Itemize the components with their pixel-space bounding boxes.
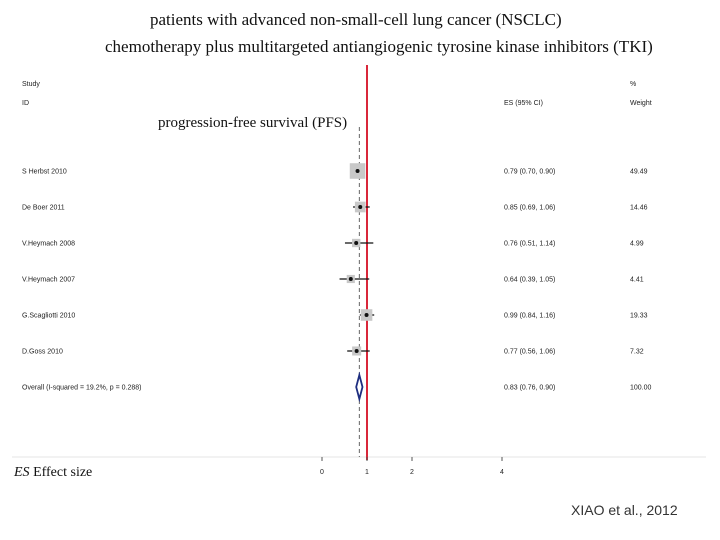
study-es-ci: 0.77 (0.56, 1.06) <box>504 349 555 356</box>
title-line-1: patients with advanced non-small-cell lu… <box>150 10 562 29</box>
forest-plot: Study ID ES (95% CI)% Weight S Herbst 2010 0.… <box>12 65 706 480</box>
study-label: De Boer 2011 <box>22 205 65 212</box>
study-label: V.Heymach 2008 <box>22 241 75 248</box>
point-estimate <box>358 205 363 209</box>
overall-weight: 100.00 <box>630 385 652 392</box>
es-abbrev: ES <box>13 465 30 480</box>
x-tick-label: 1 <box>365 469 369 476</box>
study-label: G.Scagliotti 2010 <box>22 313 75 320</box>
study-weight: 14.46 <box>630 205 648 212</box>
study-es-ci: 0.64 (0.39, 1.05) <box>504 277 555 284</box>
study-weight: 7.32 <box>630 349 644 356</box>
point-estimate <box>355 169 360 173</box>
study-label: V.Heymach 2007 <box>22 277 75 284</box>
citation: XIAO et al., 2012 <box>571 502 678 518</box>
header-es-ci: ES (95% CI) <box>504 100 543 107</box>
title-line-2: chemotherapy plus multitargeted antiangi… <box>105 37 653 56</box>
study-weight: 4.41 <box>630 277 644 284</box>
study-es-ci: 0.99 (0.84, 1.16) <box>504 313 555 320</box>
study-weight: 19.33 <box>630 313 648 320</box>
point-estimate <box>364 313 369 317</box>
header-pct: % <box>630 81 636 88</box>
study-es-ci: 0.76 (0.51, 1.14) <box>504 241 555 248</box>
study-es-ci: 0.85 (0.69, 1.06) <box>504 205 555 212</box>
point-estimate <box>354 349 359 353</box>
point-estimate <box>348 277 353 281</box>
x-tick-label: 0 <box>320 469 324 476</box>
overlay-title: progression-free survival (PFS) <box>158 115 348 131</box>
study-label: D.Goss 2010 <box>22 349 63 356</box>
es-legend: ES Effect size <box>13 465 92 480</box>
x-tick-label: 2 <box>410 469 414 476</box>
study-label: S Herbst 2010 <box>22 169 67 176</box>
forest-plot-figure: Study ID ES (95% CI)% Weight S Herbst 2010 0.… <box>12 65 706 480</box>
x-tick-label: 4 <box>500 469 504 476</box>
overall-diamond <box>355 371 364 403</box>
study-es-ci: 0.79 (0.70, 0.90) <box>504 169 555 176</box>
header-id: ID <box>22 100 29 107</box>
es-definition: Effect size <box>30 465 93 480</box>
overall-es-ci: 0.83 (0.76, 0.90) <box>504 385 555 392</box>
study-weight: 4.99 <box>630 241 644 248</box>
study-weight: 49.49 <box>630 169 648 176</box>
header-weight: Weight <box>630 100 652 107</box>
header-study: Study <box>22 81 40 88</box>
overall-label: Overall (I-squared = 19.2%, p = 0.288) <box>22 385 141 392</box>
point-estimate <box>354 241 359 245</box>
